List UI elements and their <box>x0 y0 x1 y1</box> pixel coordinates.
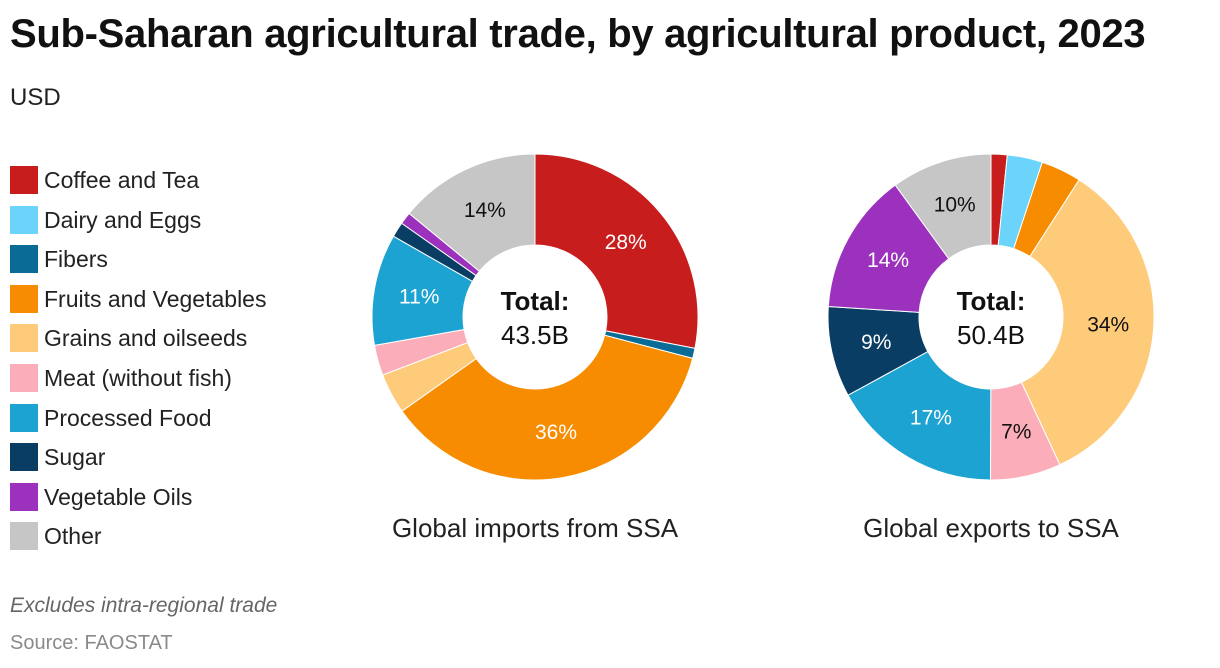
slice-data-label: 10% <box>934 194 976 217</box>
legend-swatch <box>10 443 38 472</box>
slice-data-label: 14% <box>464 199 506 222</box>
legend-label: Processed Food <box>44 404 212 431</box>
chart-caption: Global exports to SSA <box>863 513 1119 543</box>
donut-center-title: Total: <box>957 286 1026 316</box>
legend-item: Dairy and Eggs <box>10 204 330 244</box>
legend-label: Vegetable Oils <box>44 483 193 510</box>
donut-chart: 34% 7% 17% 9% 14% 10% Total: 50.4B Global export… <box>827 153 1155 543</box>
legend-item: Fruits and Vegetables <box>10 283 330 323</box>
slice-data-label: 36% <box>535 421 577 444</box>
chart-caption: Global imports from SSA <box>392 513 679 543</box>
donut-slice <box>827 184 950 313</box>
legend-item: Fibers <box>10 243 330 283</box>
slice-data-label: 9% <box>861 331 891 354</box>
legend-swatch <box>10 363 38 392</box>
legend-item: Coffee and Tea <box>10 164 330 204</box>
legend-item: Vegetable Oils <box>10 481 330 521</box>
donut-center-value: 43.5B <box>501 320 569 350</box>
legend-swatch <box>10 324 38 353</box>
legend-label: Fruits and Vegetables <box>44 285 267 312</box>
footnote: Excludes intra-regional trade <box>10 594 278 617</box>
legend-label: Coffee and Tea <box>44 167 200 193</box>
legend-item: Sugar <box>10 441 330 481</box>
slice-data-label: 14% <box>867 249 909 272</box>
legend-swatch <box>10 403 38 432</box>
donut-slice <box>894 153 992 260</box>
slice-data-label: 7% <box>1001 420 1031 443</box>
slice-data-label: 11% <box>399 285 439 308</box>
donut-chart: 28% 36% 11% 14% Total: 43.5B Global imports fr… <box>371 153 699 543</box>
legend-item: Grains and oilseeds <box>10 322 330 362</box>
legend-swatch <box>10 245 38 274</box>
donut-slice <box>408 153 536 272</box>
donut-center-value: 50.4B <box>957 320 1025 350</box>
legend: Coffee and Tea Dairy and Eggs Fibers Fruits… <box>10 164 330 560</box>
legend-label: Other <box>44 523 102 550</box>
slice-data-label: 28% <box>605 231 647 254</box>
legend-swatch <box>10 482 38 511</box>
slice-data-label: 17% <box>910 406 952 429</box>
legend-label: Meat (without fish) <box>44 364 232 391</box>
source-note: Source: FAOSTAT <box>10 632 173 654</box>
legend-label: Fibers <box>44 246 108 273</box>
slice-data-label: 34% <box>1087 313 1129 336</box>
legend-label: Dairy and Eggs <box>44 206 202 233</box>
legend-label: Grains and oilseeds <box>44 325 248 352</box>
legend-swatch <box>10 166 38 194</box>
donut-slice <box>534 153 699 349</box>
legend-swatch <box>10 205 38 234</box>
chart-title: Sub-Saharan agricultural trade, by agric… <box>10 12 1146 56</box>
legend-label: Sugar <box>44 444 106 471</box>
donut-center-title: Total: <box>501 286 570 316</box>
legend-item: Processed Food <box>10 402 330 442</box>
legend-swatch <box>10 284 38 313</box>
legend-item: Meat (without fish) <box>10 362 330 402</box>
donut-slice <box>401 334 694 481</box>
donut-slice <box>1020 179 1155 466</box>
legend-swatch <box>10 522 38 551</box>
donut-slice <box>847 350 992 481</box>
chart-subtitle: USD <box>10 84 61 111</box>
legend-item: Other <box>10 520 330 560</box>
